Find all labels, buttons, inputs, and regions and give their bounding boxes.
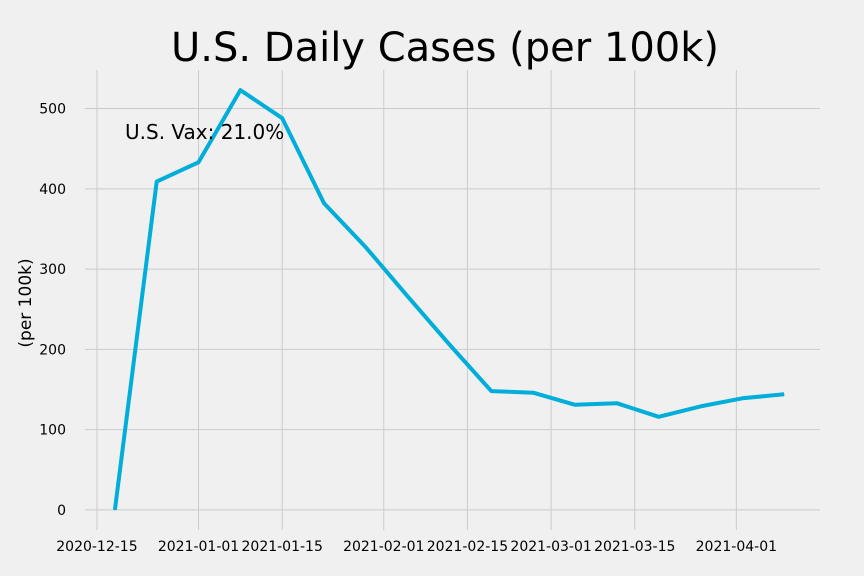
data-point xyxy=(783,393,785,395)
x-tick-label: 2021-03-01 xyxy=(510,539,591,555)
series-line xyxy=(112,88,785,511)
data-point xyxy=(532,392,534,394)
data-point xyxy=(574,404,576,406)
y-tick-label: 400 xyxy=(39,182,66,198)
data-point xyxy=(198,161,199,163)
vax-annotation: U.S. Vax: 21.0% xyxy=(125,120,284,144)
y-tick-label: 0 xyxy=(57,503,66,519)
data-point xyxy=(323,202,325,204)
data-point xyxy=(156,181,158,183)
y-tick-label: 300 xyxy=(39,262,66,278)
data-point xyxy=(741,397,743,399)
data-point xyxy=(616,402,618,404)
x-tick-label: 2021-01-15 xyxy=(242,539,323,555)
y-tick-label: 200 xyxy=(39,342,66,358)
data-point xyxy=(365,246,367,248)
y-tick-label: 100 xyxy=(39,423,66,439)
grid xyxy=(85,70,820,530)
data-point xyxy=(407,295,409,297)
x-tick-label: 2020-12-15 xyxy=(56,539,137,555)
data-point xyxy=(114,509,116,511)
data-point xyxy=(281,117,283,119)
data-point xyxy=(449,344,450,346)
data-point xyxy=(239,89,241,91)
x-tick-label: 2021-04-01 xyxy=(696,539,777,555)
x-tick-label: 2021-01-01 xyxy=(158,539,239,555)
data-point xyxy=(700,405,701,407)
chart-title: U.S. Daily Cases (per 100k) xyxy=(171,25,719,71)
data-point xyxy=(490,390,492,392)
x-tick-label: 2021-02-15 xyxy=(427,539,508,555)
x-tick-label: 2021-03-15 xyxy=(594,539,675,555)
data-point xyxy=(658,416,660,418)
series xyxy=(112,88,785,511)
x-tick-label: 2021-02-01 xyxy=(343,539,424,555)
y-axis-label: (per 100k) xyxy=(16,258,36,347)
y-tick-label: 500 xyxy=(39,102,66,118)
